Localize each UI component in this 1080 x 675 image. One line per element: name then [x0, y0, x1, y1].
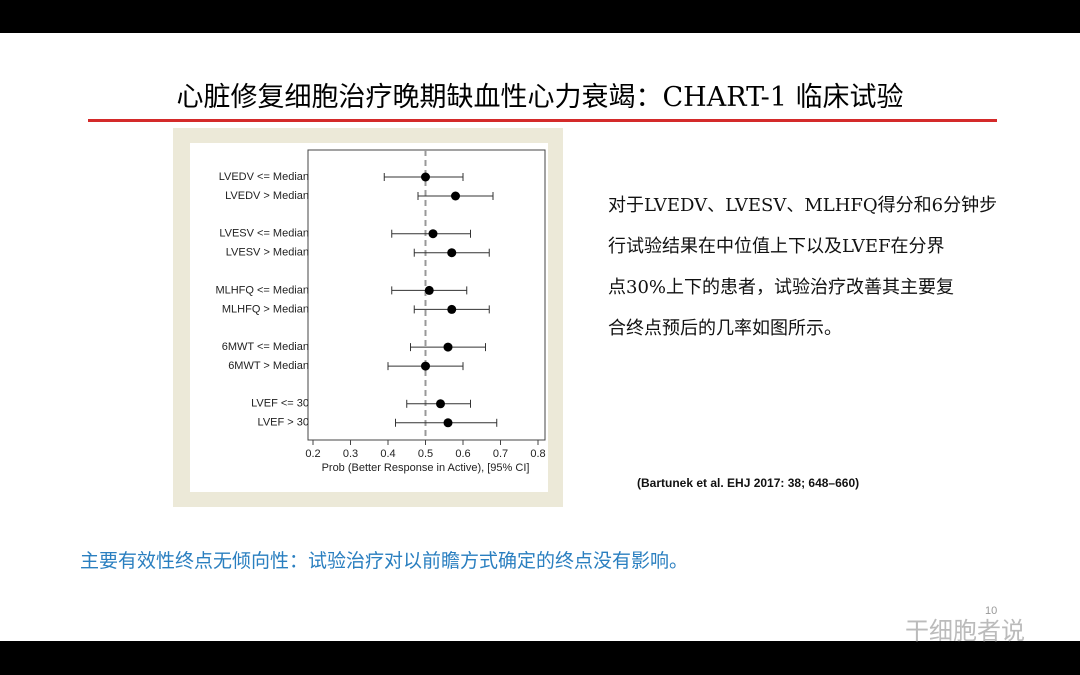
point-estimate [421, 361, 430, 371]
x-tick-label: 0.8 [530, 448, 545, 460]
y-tick-label: LVEF <= 30 [251, 398, 309, 410]
x-tick-label: 0.2 [305, 448, 320, 460]
point-estimate [443, 418, 453, 428]
watermark: 干细胞者说 [905, 618, 1025, 645]
y-tick-label: 6MWT <= Median [222, 341, 309, 353]
point-estimate [447, 304, 457, 314]
slide: 心脏修复细胞治疗晚期缺血性心力衰竭：CHART-1 临床试验 对于LVEDV、L… [0, 33, 1080, 645]
x-tick-label: 0.7 [493, 448, 508, 460]
point-estimate [424, 285, 434, 295]
body-line: 合终点预后的几率如图所示。 [608, 318, 842, 339]
point-estimate [428, 229, 438, 239]
body-line: 对于LVEDV、LVESV、MLHFQ得分和6分钟步 [608, 195, 998, 216]
citation: (Bartunek et al. EHJ 2017: 38; 648–660) [637, 476, 860, 490]
slide-title: 心脏修复细胞治疗晚期缺血性心力衰竭：CHART-1 临床试验 [176, 82, 904, 113]
y-tick-label: LVEF > 30 [258, 417, 309, 429]
conclusion: 主要有效性终点无倾向性：试验治疗对以前瞻方式确定的终点没有影响。 [80, 550, 689, 572]
y-tick-label: LVESV <= Median [219, 228, 309, 240]
y-tick-label: LVEDV <= Median [219, 171, 309, 183]
y-tick-label: LVEDV > Median [225, 190, 309, 202]
x-tick-label: 0.3 [343, 448, 358, 460]
x-axis-label: Prob (Better Response in Active), [95% C… [322, 462, 530, 474]
y-tick-label: 6MWT > Median [228, 360, 309, 372]
page-number: 10 [985, 605, 998, 617]
x-tick-label: 0.5 [418, 448, 433, 460]
chart-panel [190, 143, 548, 492]
body-line: 点30%上下的患者，试验治疗改善其主要复 [608, 277, 955, 298]
title-rule [88, 119, 997, 122]
body-text: 对于LVEDV、LVESV、MLHFQ得分和6分钟步 行试验结果在中位值上下以及L… [608, 185, 997, 349]
point-estimate [451, 191, 460, 201]
point-estimate [443, 342, 453, 352]
point-estimate [436, 399, 445, 409]
y-tick-label: MLHFQ > Median [222, 303, 309, 315]
y-tick-label: LVESV > Median [226, 247, 309, 259]
point-estimate [447, 248, 457, 258]
y-tick-label: MLHFQ <= Median [215, 284, 309, 296]
x-tick-label: 0.4 [380, 448, 395, 460]
body-line: 行试验结果在中位值上下以及LVEF在分界 [608, 236, 945, 257]
point-estimate [421, 172, 430, 182]
x-tick-label: 0.6 [455, 448, 470, 460]
